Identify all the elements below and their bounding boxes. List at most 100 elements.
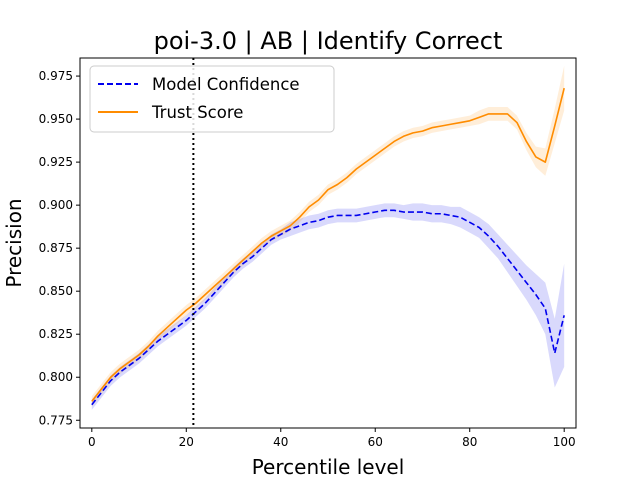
model-confidence-point	[298, 225, 300, 227]
trust-score-point	[138, 354, 140, 356]
model-confidence-point	[204, 302, 206, 304]
trust-score-point	[195, 302, 197, 304]
trust-score-point	[563, 87, 565, 89]
model-confidence-point	[487, 235, 489, 237]
model-confidence-point	[421, 211, 423, 213]
trust-score-point	[176, 318, 178, 320]
model-confidence-point	[346, 214, 348, 216]
trust-score-point	[270, 235, 272, 237]
model-confidence-point	[365, 213, 367, 215]
trust-score-point	[535, 156, 537, 158]
model-confidence-point	[393, 209, 395, 211]
trust-score-point	[440, 125, 442, 127]
trust-score-point	[119, 367, 121, 369]
trust-score-point	[100, 388, 102, 390]
x-tick-label: 100	[553, 435, 576, 449]
model-confidence-point	[525, 281, 527, 283]
model-confidence-point	[317, 219, 319, 221]
model-confidence-point	[412, 211, 414, 213]
model-confidence-point	[138, 357, 140, 359]
trust-score-point	[166, 326, 168, 328]
trust-score-point	[204, 293, 206, 295]
trust-score-point	[487, 113, 489, 115]
trust-score-point	[554, 125, 556, 127]
y-tick-label: 0.925	[39, 155, 73, 169]
model-confidence-point	[308, 221, 310, 223]
legend-box	[89, 65, 335, 133]
model-confidence-point	[195, 311, 197, 313]
trust-score-point	[336, 183, 338, 185]
trust-score-point	[147, 345, 149, 347]
trust-score-point	[317, 199, 319, 201]
trust-score-point	[469, 120, 471, 122]
trust-score-line	[91, 87, 565, 402]
trust-score-point	[242, 259, 244, 261]
trust-score-point	[213, 285, 215, 287]
model-confidence-point	[327, 216, 329, 218]
model-confidence-point	[166, 333, 168, 335]
model-confidence-point	[110, 379, 112, 381]
trust-score-point	[393, 140, 395, 142]
trust-score-point	[128, 361, 130, 363]
model-confidence-point	[176, 326, 178, 328]
trust-score-point	[185, 309, 187, 311]
model-confidence-point	[459, 216, 461, 218]
x-tick-label: 80	[462, 435, 477, 449]
model-confidence-point	[261, 247, 263, 249]
model-confidence-point	[402, 211, 404, 213]
model-confidence-point	[497, 245, 499, 247]
x-tick-label: 40	[273, 435, 288, 449]
legend-label-trust-score: Trust Score	[151, 103, 243, 122]
model-confidence-point	[100, 392, 102, 394]
x-axis-title: Percentile level	[252, 455, 405, 479]
model-confidence-point	[91, 404, 93, 406]
model-confidence-point	[383, 209, 385, 211]
y-axis-ticks: 0.775 0.800 0.825 0.850 0.875 0.900 0.925 0.950…	[39, 69, 80, 427]
y-axis-title: Precision	[2, 198, 26, 287]
chart-title: poi-3.0 | AB | Identify Correct	[154, 27, 503, 55]
trust-score-point	[383, 147, 385, 149]
trust-score-point	[497, 113, 499, 115]
trust-score-point	[223, 276, 225, 278]
model-confidence-point	[232, 271, 234, 273]
y-tick-label: 0.975	[39, 69, 73, 83]
trust-score-point	[402, 135, 404, 137]
trust-score-point	[431, 127, 433, 129]
trust-score-point	[421, 130, 423, 132]
trust-score-point	[525, 140, 527, 142]
trust-score-point	[308, 206, 310, 208]
series-lines	[91, 87, 565, 406]
model-confidence-point	[223, 281, 225, 283]
y-tick-label: 0.950	[39, 112, 73, 126]
model-confidence-point	[242, 262, 244, 264]
model-confidence-point	[563, 314, 565, 316]
model-confidence-point	[355, 214, 357, 216]
x-tick-label: 20	[179, 435, 194, 449]
model-confidence-point	[544, 307, 546, 309]
y-tick-label: 0.900	[39, 198, 73, 212]
model-confidence-point	[280, 233, 282, 235]
legend: Model Confidence Trust Score	[89, 65, 335, 133]
trust-score-point	[516, 121, 518, 123]
legend-label-model-confidence: Model Confidence	[152, 75, 300, 94]
trust-score-point	[298, 216, 300, 218]
y-tick-label: 0.800	[39, 370, 73, 384]
x-tick-label: 0	[88, 435, 96, 449]
trust-score-point	[261, 242, 263, 244]
model-confidence-point	[478, 226, 480, 228]
plot-frame	[79, 57, 577, 429]
model-confidence-point	[270, 238, 272, 240]
trust-score-point	[346, 176, 348, 178]
x-axis-ticks: 0 20 40 60 80 100	[88, 428, 576, 449]
trust-score-point	[289, 225, 291, 227]
trust-score-point	[478, 116, 480, 118]
trust-score-point	[365, 161, 367, 163]
trust-score-point	[450, 123, 452, 125]
model-confidence-band	[91, 203, 565, 410]
trust-score-point	[232, 268, 234, 270]
model-confidence-point	[469, 221, 471, 223]
model-confidence-point	[147, 349, 149, 351]
y-tick-label: 0.875	[39, 241, 73, 255]
model-confidence-point	[251, 256, 253, 258]
